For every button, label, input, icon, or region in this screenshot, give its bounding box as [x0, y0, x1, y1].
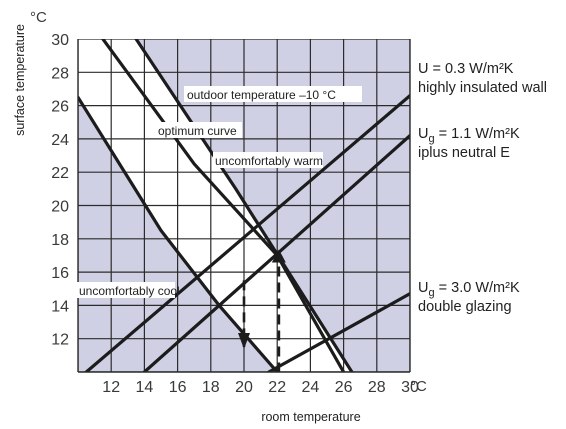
y-tick-label: 22: [51, 165, 69, 182]
x-tick-label: 20: [235, 379, 253, 396]
x-tick-label: 14: [136, 379, 154, 396]
svg-text:optimum curve: optimum curve: [158, 124, 237, 138]
svg-text:highly insulated wall: highly insulated wall: [418, 80, 547, 96]
y-tick-label: 26: [51, 99, 69, 116]
x-tick-label: 30: [401, 379, 419, 396]
y-tick-label: 16: [51, 265, 69, 282]
svg-text:Ug = 1.1 W/m²K: Ug = 1.1 W/m²K: [418, 126, 520, 145]
series-line-1: [134, 39, 354, 372]
guide-arrow: [238, 333, 250, 350]
y-tick-label: 28: [51, 65, 69, 82]
annotation-uncomfortably-cool: uncomfortably cool: [77, 282, 180, 298]
side-label-iplus-neutral: Ug = 1.1 W/m²K iplus neutral E: [418, 126, 520, 161]
y-tick-label: 30: [51, 32, 69, 49]
svg-text:iplus neutral E: iplus neutral E: [418, 145, 510, 161]
x-tick-label: 12: [102, 379, 120, 396]
svg-text:double glazing: double glazing: [418, 299, 512, 315]
series-line-4: [267, 292, 410, 372]
x-tick-label: 18: [202, 379, 220, 396]
y-tick-label: 18: [51, 232, 69, 249]
annotation-uncomfortably-warm: uncomfortably warm: [213, 152, 323, 168]
svg-text:uncomfortably cool: uncomfortably cool: [79, 284, 180, 298]
x-unit-label: °C: [410, 378, 427, 395]
svg-text:uncomfortably warm: uncomfortably warm: [215, 154, 323, 168]
x-tick-label: 22: [268, 379, 286, 396]
y-axis-label: surface temperature: [13, 24, 27, 136]
annotation-optimum-curve: optimum curve: [156, 122, 242, 138]
annotation-outdoor-temperature: outdoor temperature –10 °C: [184, 86, 362, 102]
y-tick-label: 24: [51, 132, 69, 149]
y-tick-label: 12: [51, 332, 69, 349]
guide-arrow-top: [271, 249, 286, 263]
y-tick-label: 14: [51, 298, 69, 315]
x-tick-label: 24: [302, 379, 320, 396]
series-line-6: [84, 93, 410, 372]
x-tick-label: 26: [335, 379, 353, 396]
series-line-3: [101, 39, 346, 372]
y-unit-label: °C: [30, 9, 47, 26]
side-label-double-glazing: Ug = 3.0 W/m²K double glazing: [418, 280, 520, 315]
tick-labels: 12 14 16 18 20 22 24 26 28 30 12 14 16 18 20 22 24 26 28 30: [51, 32, 419, 396]
plot-frame: [77, 39, 411, 373]
x-axis-label: room temperature: [261, 410, 360, 424]
x-tick-label: 28: [368, 379, 386, 396]
series-line-2: [78, 95, 279, 372]
side-label-insulated-wall: U = 0.3 W/m²K highly insulated wall: [418, 61, 547, 96]
svg-text:U = 0.3 W/m²K: U = 0.3 W/m²K: [418, 61, 514, 77]
svg-text:Ug = 3.0 W/m²K: Ug = 3.0 W/m²K: [418, 280, 520, 299]
svg-text:outdoor temperature –10 °C: outdoor temperature –10 °C: [187, 88, 336, 102]
guide-lines: [238, 249, 286, 372]
y-tick-label: 20: [51, 199, 69, 216]
x-tick-label: 16: [169, 379, 187, 396]
